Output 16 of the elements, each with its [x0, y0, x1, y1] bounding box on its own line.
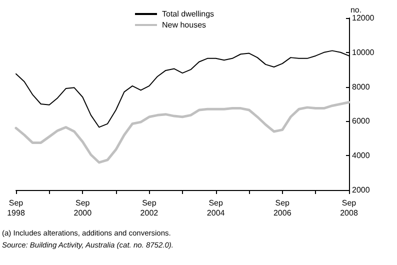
y-tick-label: 6000	[352, 116, 370, 126]
x-tick-label: Sep 2004	[206, 198, 226, 218]
y-tick-label: 12000	[352, 14, 375, 22]
y-tick-label: 8000	[352, 82, 370, 92]
x-tick-label: Sep 2008	[340, 198, 358, 218]
legend-label: New houses	[162, 20, 206, 30]
line-series	[14, 101, 350, 164]
x-tick-label: Sep 1998	[7, 198, 26, 218]
y-tick-label: 4000	[352, 151, 370, 160]
y-tick-label: 10000	[352, 48, 375, 57]
y-axis-title: no.	[350, 6, 362, 14]
x-tick-label: Sep 2006	[273, 198, 292, 218]
x-tick-label: Sep 2000	[74, 198, 92, 218]
x-tick-label: Sep 2002	[140, 198, 159, 218]
y-tick-label: 2000	[352, 186, 370, 194]
legend-label: Total dwellings	[162, 10, 214, 18]
